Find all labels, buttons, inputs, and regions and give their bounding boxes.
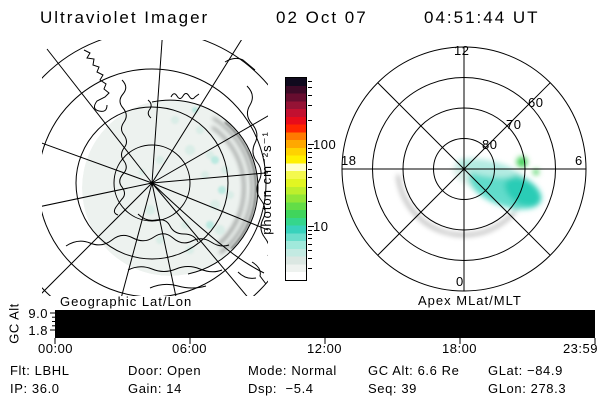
colorbar-minor-tick xyxy=(308,156,312,158)
polar-grid xyxy=(341,46,587,292)
status-seq: Seq: 39 xyxy=(368,381,418,396)
colorbar-minor-tick xyxy=(308,243,312,245)
strip-ytick-9: 9.0 xyxy=(28,306,48,321)
mlt-label-6: 6 xyxy=(575,153,583,168)
map-annotation-squiggle xyxy=(170,93,200,100)
colorbar-minor-tick xyxy=(308,87,312,89)
status-ip: IP: 36.0 xyxy=(10,381,60,396)
strip-y-axis-label: GC Alt xyxy=(6,303,22,344)
status-gcalt: GC Alt: 6.6 Re xyxy=(368,363,460,378)
time-label: 04:51:44 UT xyxy=(424,8,540,27)
gc-alt-curve xyxy=(54,309,595,338)
colorbar-axis-label: photon cm⁻²s⁻¹ xyxy=(259,131,274,235)
map-graticule xyxy=(42,40,268,296)
colorbar-minor-tick xyxy=(308,168,312,170)
strip-xtick-1200: 12:00 xyxy=(307,341,343,356)
date-label: 02 Oct 07 xyxy=(276,8,368,27)
strip-xtick-0000: 00:00 xyxy=(38,341,74,356)
earth-limb-arc xyxy=(151,99,259,275)
colorbar-minor-tick xyxy=(308,95,312,97)
colorbar-minor-tick xyxy=(308,233,312,235)
orbit-track-line xyxy=(152,183,265,274)
mlat-label-80: 80 xyxy=(482,137,498,152)
colorbar-minor-tick xyxy=(308,162,312,164)
mlt-label-12: 12 xyxy=(454,43,470,58)
strip-ticks xyxy=(50,310,596,344)
colorbar-minor-tick xyxy=(308,105,312,107)
page-title: Ultraviolet Imager xyxy=(40,8,210,27)
strip-xtick-2359: 23:59 xyxy=(562,341,598,356)
strip-ytick-1.8: 1.8 xyxy=(28,323,48,338)
colorbar-minor-tick xyxy=(308,148,312,149)
status-gain: Gain: 14 xyxy=(128,381,182,396)
strip-xtick-0600: 06:00 xyxy=(172,341,208,356)
colorbar-minor-tick xyxy=(308,176,312,178)
status-flt: Flt: LBHL xyxy=(10,363,70,378)
right-polar-caption: Apex MLat/MLT xyxy=(418,293,522,308)
colorbar-major-tick xyxy=(308,144,314,146)
colorbar-minor-tick xyxy=(308,250,312,252)
colorbar-minor-tick xyxy=(308,258,312,260)
colorbar-tick-label: 100 xyxy=(313,137,337,153)
colorbar-minor-tick xyxy=(308,229,312,231)
mlat-label-70: 70 xyxy=(506,117,522,132)
colorbar xyxy=(285,77,307,281)
status-glat: GLat: −84.9 xyxy=(488,363,563,378)
map-coastlines xyxy=(65,49,268,289)
left-map-caption: Geographic Lat/Lon xyxy=(60,294,193,309)
apex-polar-panel xyxy=(341,46,587,292)
colorbar-tick-label: 10 xyxy=(313,218,329,234)
status-dsp: Dsp: −5.4 xyxy=(248,381,314,396)
colorbar-minor-tick xyxy=(308,201,312,203)
colorbar-minor-tick xyxy=(308,152,312,154)
mlt-label-0: 0 xyxy=(456,274,464,289)
geographic-map-panel xyxy=(42,40,268,296)
status-glon: GLon: 278.3 xyxy=(488,381,567,396)
mlt-label-18: 18 xyxy=(341,153,357,168)
mlat-label-60: 60 xyxy=(528,95,544,110)
status-door: Door: Open xyxy=(128,363,202,378)
colorbar-minor-tick xyxy=(308,238,312,240)
status-mode: Mode: Normal xyxy=(248,363,337,378)
colorbar-minor-tick xyxy=(308,186,312,188)
colorbar-minor-tick xyxy=(308,80,312,82)
gc-alt-strip-panel xyxy=(50,309,596,344)
strip-xtick-1800: 18:00 xyxy=(442,341,478,356)
colorbar-minor-tick xyxy=(308,268,312,270)
map-aurora-emission xyxy=(82,100,258,276)
colorbar-major-tick xyxy=(308,225,314,227)
colorbar-minor-tick xyxy=(308,119,312,121)
